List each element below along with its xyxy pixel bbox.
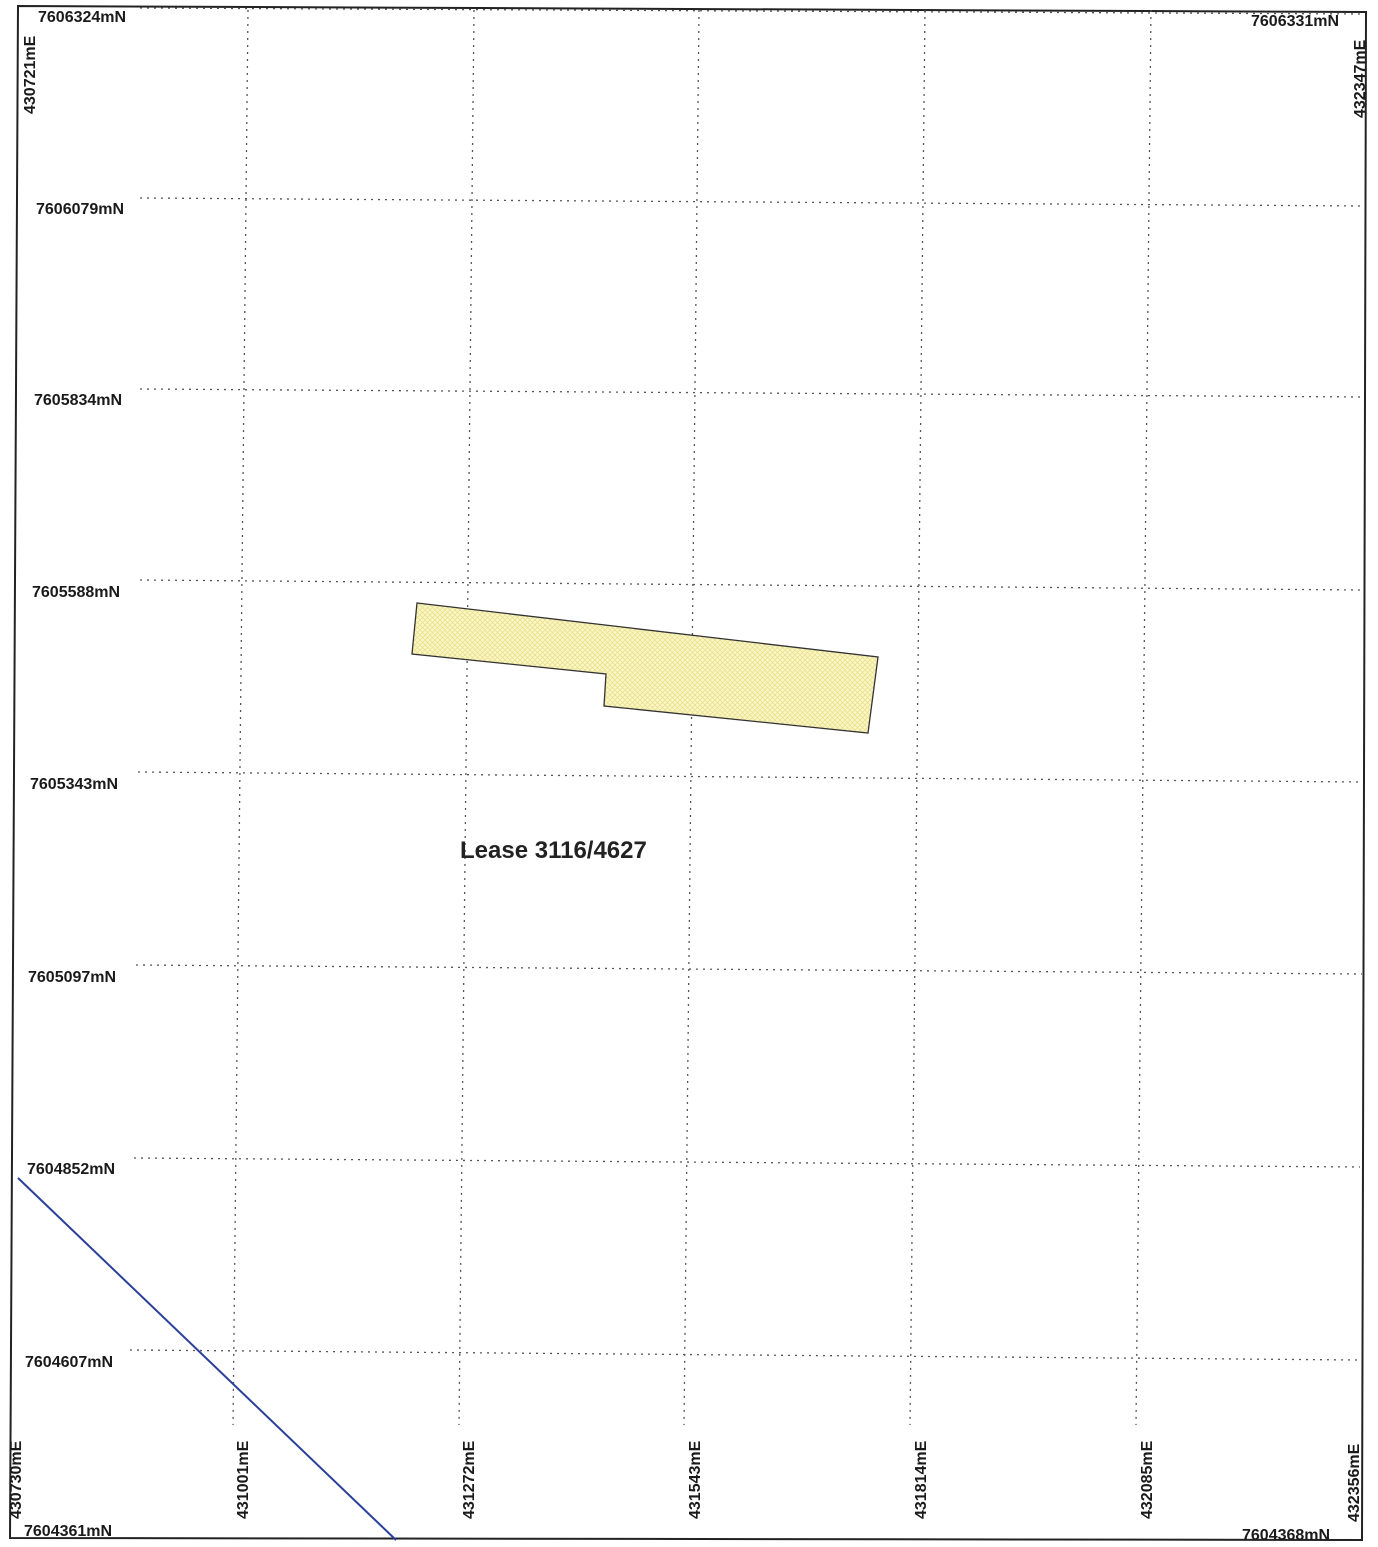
easting-label: 431543mE [687, 1440, 704, 1519]
grid-line-north [129, 1349, 1361, 1361]
easting-label: 432085mE [1139, 1440, 1156, 1519]
grid-line-east [458, 9, 475, 1426]
northing-label: 7605343mN [30, 776, 118, 793]
easting-label: 431272mE [461, 1440, 478, 1519]
north-label-top-left: 7606324mN [38, 9, 126, 26]
grid-line-north [139, 579, 1363, 591]
boundary-line [17, 1177, 397, 1541]
northing-labels: 7606079mN 7605834mN 7605588mN 7605343mN … [25, 201, 124, 1371]
grid-line-north [139, 7, 1365, 15]
lease-polygon[interactable] [411, 602, 879, 734]
east-label-bottom-left: 430730mE [8, 1440, 25, 1519]
northing-label: 7604852mN [27, 1161, 115, 1178]
northing-label: 7604607mN [25, 1354, 113, 1371]
grid-line-north [139, 388, 1365, 398]
grid-line-east [1135, 9, 1152, 1426]
east-label-top-left: 430721mE [22, 35, 39, 114]
lease-label: Lease 3116/4627 [460, 837, 647, 864]
grid-line-east [232, 9, 249, 1426]
easting-grid [232, 9, 1152, 1426]
grid-line-north [137, 771, 1363, 783]
grid-line-east [909, 9, 926, 1426]
easting-label: 431001mE [235, 1440, 252, 1519]
northing-grid [129, 7, 1365, 1361]
east-label-bottom-right: 432356mE [1346, 1443, 1363, 1522]
north-label-bottom-right: 7604368mN [1242, 1527, 1330, 1544]
easting-labels: 431001mE 431272mE 431543mE 431814mE 4320… [235, 1440, 1156, 1519]
grid-line-east [683, 9, 700, 1426]
grid-line-north [135, 964, 1363, 975]
easting-label: 431814mE [913, 1440, 930, 1519]
grid-line-north [139, 197, 1365, 207]
north-label-bottom-left: 7604361mN [24, 1523, 112, 1540]
northing-label: 7606079mN [36, 201, 124, 218]
northing-label: 7605834mN [34, 392, 122, 409]
north-label-top-right: 7606331mN [1251, 13, 1339, 30]
map-border [8, 4, 1368, 1542]
grid-line-north [133, 1157, 1361, 1168]
east-label-top-right: 432347mE [1352, 39, 1369, 118]
northing-label: 7605097mN [28, 969, 116, 986]
northing-label: 7605588mN [32, 584, 120, 601]
